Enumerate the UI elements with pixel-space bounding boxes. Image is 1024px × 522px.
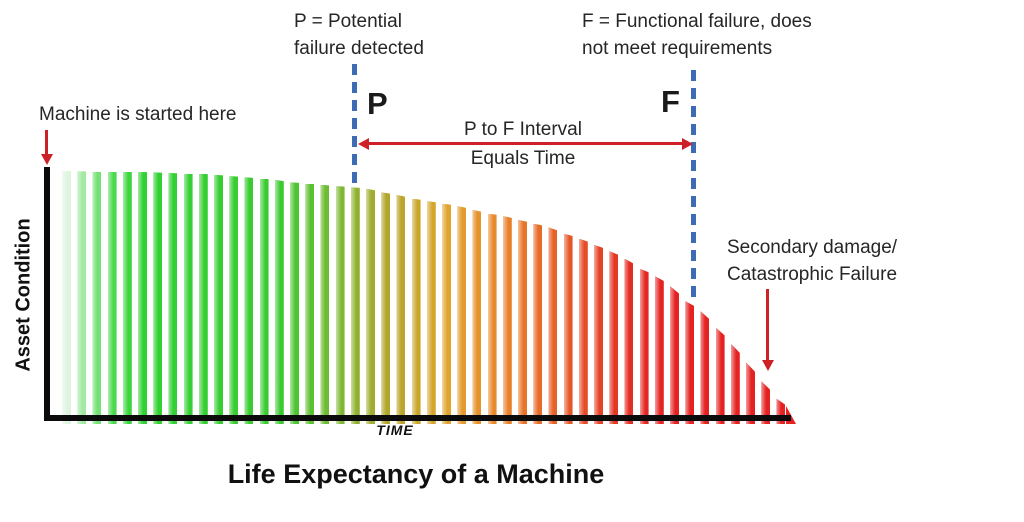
machine-start-label: Machine is started here — [39, 104, 237, 125]
condition-bar — [624, 258, 634, 424]
secondary-damage-label: Secondary damage/ Catastrophic Failure — [727, 234, 897, 288]
f-definition-line2: not meet requirements — [582, 38, 773, 59]
condition-bar — [153, 172, 163, 425]
condition-bar — [533, 223, 543, 424]
condition-bar — [639, 268, 649, 424]
condition-bar — [457, 206, 467, 424]
condition-bar — [670, 286, 679, 424]
condition-bar — [183, 173, 193, 424]
pf-interval-line2: Equals Time — [470, 148, 576, 169]
chart-title: Life Expectancy of a Machine — [227, 459, 605, 489]
pf-interval-arrow-line — [367, 142, 684, 145]
secondary-damage-line2: Catastrophic Failure — [727, 264, 898, 285]
condition-bar — [654, 276, 664, 424]
condition-bar — [77, 171, 87, 425]
condition-bar — [761, 381, 771, 424]
condition-bar — [214, 174, 223, 425]
condition-bar — [715, 327, 725, 425]
condition-bar — [350, 187, 360, 425]
condition-bar — [244, 177, 254, 425]
x-axis-label: TIME — [376, 422, 414, 438]
condition-bar — [366, 188, 375, 424]
pf-interval-label: P to F Interval Equals Time — [464, 115, 582, 173]
p-definition-line2: failure detected — [294, 38, 424, 59]
x-axis-line — [44, 415, 791, 421]
secondary-damage-arrowhead-icon — [762, 360, 774, 371]
p-marker-letter: P — [367, 86, 388, 121]
condition-bar — [381, 192, 391, 425]
condition-bar — [442, 203, 451, 424]
p-definition-line1: P = Potential — [294, 11, 402, 32]
condition-bar — [335, 186, 345, 424]
f-marker-letter: F — [661, 84, 680, 119]
condition-bar — [62, 171, 71, 424]
pf-interval-arrowhead-left-icon — [358, 138, 369, 150]
condition-bar — [563, 233, 573, 424]
pf-interval-arrowhead-right-icon — [682, 138, 693, 150]
condition-bar — [578, 238, 588, 424]
machine-start-arrow-line — [45, 130, 48, 157]
condition-bar — [138, 172, 147, 424]
condition-bar — [746, 362, 755, 425]
condition-bar — [320, 184, 330, 425]
p-definition-label: P = Potential failure detected — [294, 8, 424, 62]
condition-bar — [776, 398, 786, 424]
condition-bar — [426, 201, 436, 424]
condition-bar — [168, 173, 178, 424]
condition-bar — [730, 343, 740, 424]
secondary-damage-line1: Secondary damage/ — [727, 237, 898, 258]
pf-interval-line1: P to F Interval — [464, 119, 582, 140]
condition-bar — [700, 311, 710, 424]
condition-bar — [609, 251, 619, 424]
y-axis-line — [44, 167, 50, 421]
condition-bar — [685, 301, 695, 424]
condition-bar — [396, 194, 406, 425]
condition-bar — [274, 179, 284, 425]
condition-bar — [305, 183, 315, 424]
p-marker-dashed-line — [352, 64, 357, 188]
condition-bar — [107, 171, 117, 424]
condition-bar — [518, 219, 527, 425]
condition-bar — [259, 178, 269, 424]
condition-bar — [411, 198, 421, 424]
f-marker-dashed-line — [691, 70, 696, 302]
condition-bar — [290, 182, 299, 425]
y-axis-label: Asset Condition — [12, 218, 35, 372]
condition-bar — [229, 176, 239, 424]
condition-bar — [594, 244, 603, 425]
condition-bar — [122, 171, 132, 425]
condition-bar — [472, 209, 482, 425]
secondary-damage-arrow-line — [766, 289, 769, 362]
machine-start-arrowhead-icon — [41, 154, 53, 165]
condition-bar — [548, 227, 558, 425]
f-definition-line1: F = Functional failure, does — [582, 11, 812, 32]
condition-bar — [198, 173, 208, 424]
condition-bar — [92, 171, 102, 424]
condition-bar — [502, 216, 512, 424]
curve-tail-triangle — [786, 406, 796, 424]
f-definition-label: F = Functional failure, does not meet re… — [582, 8, 812, 62]
condition-bar — [487, 213, 497, 424]
